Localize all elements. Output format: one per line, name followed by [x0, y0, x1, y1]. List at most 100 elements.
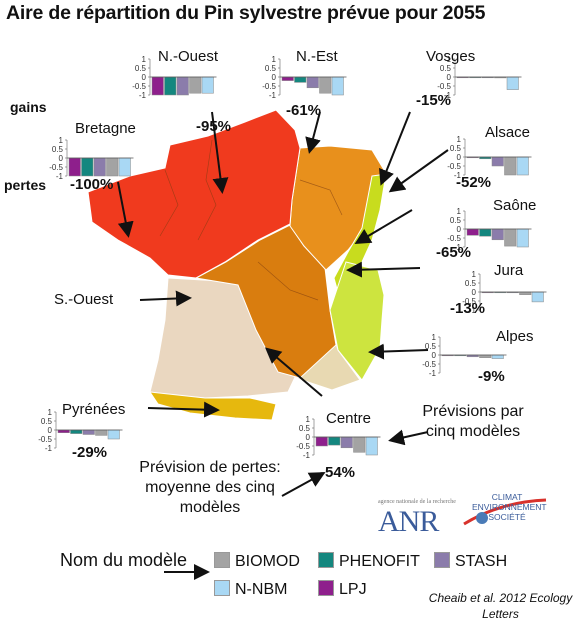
- region-mean-loss: -52%: [456, 174, 492, 191]
- y-tick-label: 0.5: [135, 64, 147, 73]
- climat-logo: CLIMAT ENVIRONNEMENT SOCIÉTÉ: [460, 492, 550, 532]
- y-tick-label: -1: [303, 451, 311, 460]
- citation: Cheaib et al. 2012 Ecology Letters: [428, 591, 573, 621]
- y-tick-label: -0.5: [462, 297, 476, 306]
- arrow-prevision-pertes: [281, 472, 326, 497]
- previsions-note: Prévisions par cinq modèles: [422, 403, 524, 440]
- y-tick-label: -1: [454, 171, 462, 180]
- y-tick-label: -1: [56, 172, 64, 181]
- pertes-label: pertes: [4, 177, 47, 193]
- mini-chart-region-5: 10.50-0.5-1: [447, 207, 532, 252]
- arrow-sud-ouest: [139, 290, 192, 307]
- y-tick-label: 0: [59, 154, 64, 163]
- y-tick-label: -1: [45, 444, 53, 453]
- y-tick-label: 1: [472, 270, 477, 279]
- bar-stash: [340, 436, 353, 449]
- region-name-label: Alsace: [485, 124, 531, 141]
- region-mean-loss: -15%: [416, 92, 452, 109]
- bar-n-nbm: [118, 157, 131, 177]
- y-tick-label: 0: [447, 73, 452, 82]
- y-tick-label: 1: [457, 207, 462, 216]
- legend-label: PHENOFIT: [339, 553, 420, 570]
- bar-phenofit: [479, 228, 492, 237]
- y-tick-label: 0.5: [450, 144, 462, 153]
- bar-stash: [306, 76, 319, 89]
- bar-biomod: [106, 157, 119, 177]
- bar-n-nbm: [531, 291, 544, 303]
- y-tick-label: 0.5: [41, 417, 53, 426]
- legend-swatch: [214, 552, 230, 568]
- bar-stash: [82, 429, 95, 435]
- y-tick-label: -0.5: [296, 442, 310, 451]
- legend-title: Nom du modèle: [60, 550, 188, 570]
- legend-item-biomod: BIOMOD: [214, 552, 300, 571]
- arrow-pyrenees: [147, 401, 220, 418]
- y-tick-label: 0.5: [450, 216, 462, 225]
- arrow-jura: [346, 261, 421, 278]
- region-mean-loss: -13%: [450, 300, 486, 317]
- mini-chart-region-9: 10.50-0.5-1: [296, 415, 381, 460]
- y-tick-label: -0.5: [447, 234, 461, 243]
- legend-item-phenofit: PHENOFIT: [318, 552, 420, 571]
- arrow-vosges: [379, 111, 411, 186]
- legend-label: N-NBM: [235, 581, 288, 598]
- bar-phenofit: [81, 157, 94, 177]
- y-tick-label: -1: [454, 243, 462, 252]
- mini-chart-region-3: 10.50-0.5-1: [49, 136, 134, 181]
- y-tick-label: 1: [272, 55, 277, 64]
- y-tick-label: 1: [447, 55, 452, 64]
- legend-label: BIOMOD: [235, 553, 300, 570]
- region-name-label: Pyrénées: [62, 401, 126, 418]
- legend-swatch: [318, 552, 334, 568]
- arrow-alpes: [368, 343, 429, 360]
- y-tick-label: 1: [457, 135, 462, 144]
- arrow-nord-ouest: [211, 111, 229, 194]
- y-tick-label: -0.5: [437, 82, 451, 91]
- bar-phenofit: [294, 76, 307, 83]
- gains-label: gains: [10, 99, 47, 115]
- y-tick-label: 0.5: [265, 64, 277, 73]
- bar-n-nbm: [107, 429, 120, 440]
- bar-n-nbm: [331, 76, 344, 96]
- bar-biomod: [519, 291, 532, 295]
- y-tick-label: -0.5: [38, 435, 52, 444]
- region-name-label: Alpes: [496, 328, 534, 345]
- y-tick-label: 0.5: [425, 342, 437, 351]
- bar-n-nbm: [491, 354, 504, 359]
- y-tick-label: 0.5: [52, 145, 64, 154]
- arrow-previsions: [388, 429, 429, 446]
- bar-phenofit: [164, 76, 177, 96]
- y-tick-label: -0.5: [422, 360, 436, 369]
- bar-biomod: [319, 76, 332, 94]
- legend-item-stash: STASH: [434, 552, 507, 571]
- region-mean-loss: -54%: [320, 464, 356, 481]
- bar-phenofit: [70, 429, 83, 434]
- region-mean-loss: -65%: [436, 244, 472, 261]
- region-nord: [87, 109, 301, 279]
- bar-lpj: [151, 76, 164, 96]
- bar-biomod: [504, 228, 517, 247]
- mini-chart-region-2: 10.50-0.5-1: [437, 55, 522, 100]
- y-tick-label: -1: [429, 369, 437, 378]
- y-tick-label: 0: [48, 426, 53, 435]
- region-name-label: Bretagne: [75, 120, 136, 137]
- mini-chart-region-7: 10.50-0.5-1: [422, 333, 507, 378]
- y-tick-label: 1: [432, 333, 437, 342]
- bar-lpj: [281, 76, 294, 81]
- legend-swatch: [434, 552, 450, 568]
- arrow-nord-est: [305, 111, 321, 154]
- legend-swatch: [318, 580, 334, 596]
- legend-item-n-nbm: N-NBM: [214, 580, 287, 599]
- mini-chart-region-0: 10.50-0.5-1: [132, 55, 217, 100]
- bar-n-nbm: [506, 76, 519, 90]
- bar-lpj: [315, 436, 328, 447]
- y-tick-label: -1: [469, 306, 477, 315]
- y-tick-label: -0.5: [132, 82, 146, 91]
- legend-swatch: [214, 580, 230, 596]
- legend-item-lpj: LPJ: [318, 580, 367, 599]
- y-tick-label: 0: [472, 288, 477, 297]
- y-tick-label: 1: [142, 55, 147, 64]
- bar-biomod: [95, 429, 108, 436]
- region-mean-loss: -100%: [70, 176, 114, 193]
- y-tick-label: 0.5: [299, 424, 311, 433]
